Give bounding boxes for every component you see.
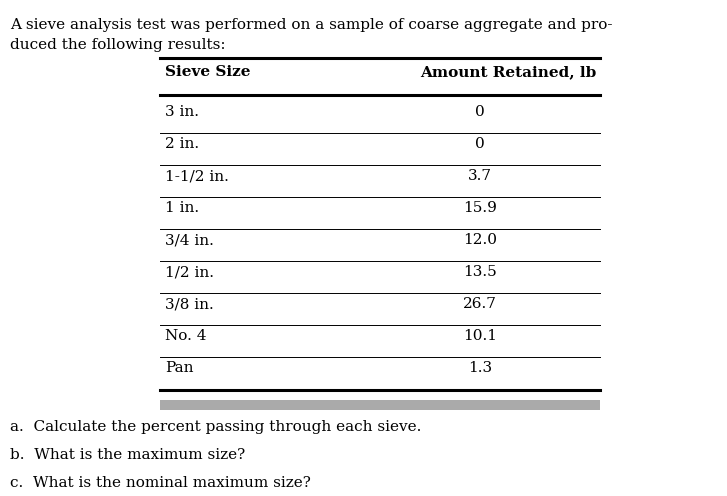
Text: 12.0: 12.0 (463, 233, 497, 247)
Bar (160, 400, 600, 410)
Text: 15.9: 15.9 (463, 201, 497, 215)
Text: Sieve Size: Sieve Size (165, 65, 251, 79)
Text: 2 in.: 2 in. (165, 137, 199, 151)
Text: a.  Calculate the percent passing through each sieve.: a. Calculate the percent passing through… (10, 420, 422, 434)
Text: 3.7: 3.7 (468, 169, 492, 183)
Text: 1/2 in.: 1/2 in. (165, 265, 214, 279)
Text: 1 in.: 1 in. (165, 201, 199, 215)
Text: 10.1: 10.1 (463, 329, 497, 343)
Text: b.  What is the maximum size?: b. What is the maximum size? (10, 448, 245, 462)
Text: Amount Retained, lb: Amount Retained, lb (420, 65, 596, 79)
Text: 1-1/2 in.: 1-1/2 in. (165, 169, 229, 183)
Text: 1.3: 1.3 (468, 361, 492, 375)
Text: 26.7: 26.7 (463, 297, 497, 311)
Text: 0: 0 (475, 105, 485, 119)
Text: Pan: Pan (165, 361, 193, 375)
Text: 3 in.: 3 in. (165, 105, 199, 119)
Text: 3/4 in.: 3/4 in. (165, 233, 214, 247)
Text: No. 4: No. 4 (165, 329, 206, 343)
Text: 0: 0 (475, 137, 485, 151)
Text: c.  What is the nominal maximum size?: c. What is the nominal maximum size? (10, 476, 311, 490)
Text: 13.5: 13.5 (463, 265, 497, 279)
Text: duced the following results:: duced the following results: (10, 38, 225, 52)
Text: 3/8 in.: 3/8 in. (165, 297, 214, 311)
Text: A sieve analysis test was performed on a sample of coarse aggregate and pro-: A sieve analysis test was performed on a… (10, 18, 613, 32)
